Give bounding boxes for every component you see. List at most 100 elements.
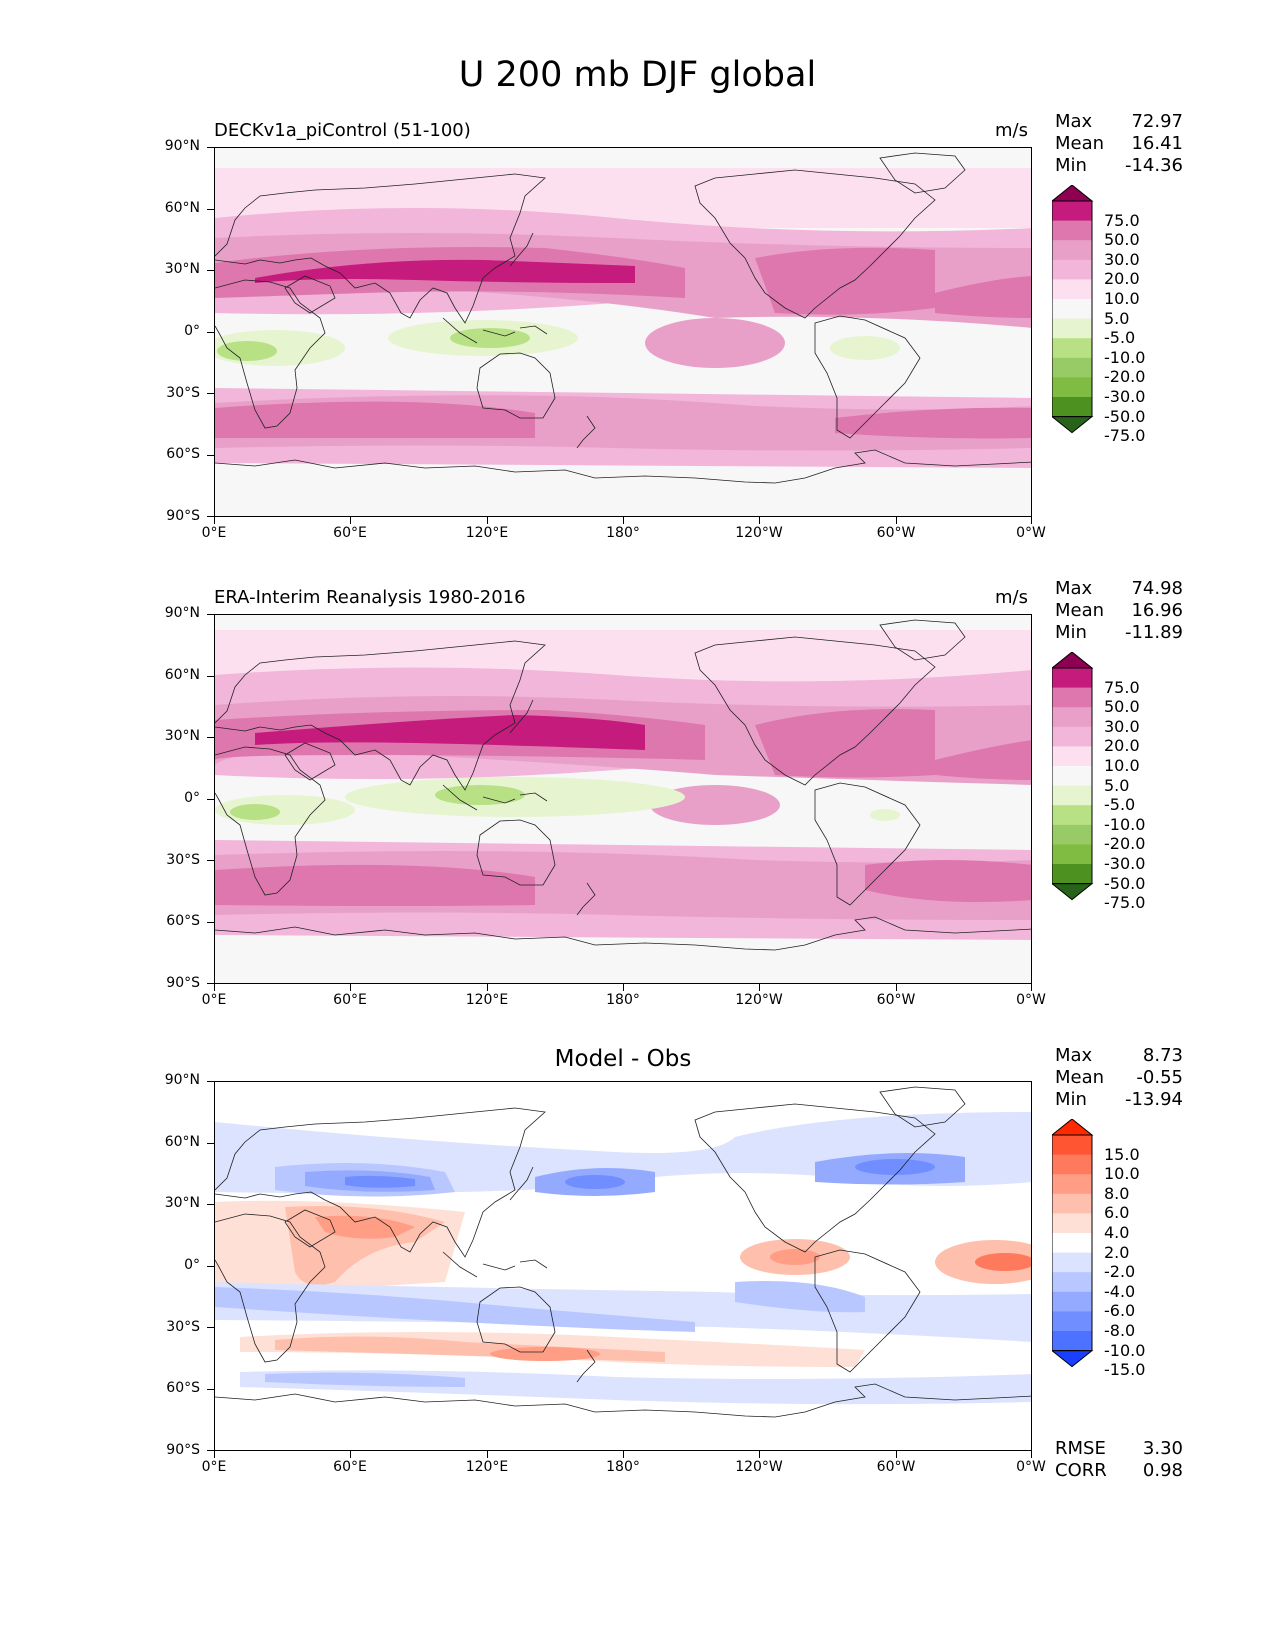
colorbar-tick-label: -15.0	[1104, 1360, 1146, 1380]
rmse-label: RMSE	[1055, 1438, 1106, 1459]
colorbar-tick-label: 10.0	[1104, 1164, 1140, 1184]
colorbar-segment	[1052, 707, 1092, 728]
x-tick-label: 60°W	[876, 1459, 916, 1475]
y-tick-mark	[207, 455, 214, 456]
panel-title: Model - Obs	[554, 1046, 692, 1072]
colorbar	[1052, 185, 1094, 434]
y-tick-mark	[207, 147, 214, 148]
stat-min-value: -11.89	[1124, 622, 1183, 643]
y-tick-label: 0°	[184, 790, 200, 806]
y-tick-label: 60°N	[164, 200, 200, 216]
y-tick-mark	[207, 1143, 214, 1144]
colorbar-tick-label: 5.0	[1104, 308, 1130, 328]
x-tick-mark	[350, 984, 351, 991]
colorbar-segment	[1052, 318, 1092, 339]
colorbar-frame	[1052, 200, 1093, 418]
colorbar-tick-label: 5.0	[1104, 775, 1130, 795]
panel-model: DECKv1a_piControl (51-100) m/s 90°N 60°N…	[0, 111, 1275, 580]
panel-diff: Model - Obs	[0, 1045, 1275, 1514]
colorbar-extend-bottom	[1052, 416, 1094, 434]
colorbar-segment	[1052, 824, 1092, 845]
x-tick-label: 60°E	[333, 525, 367, 541]
colorbar-segment	[1052, 746, 1092, 767]
map-plot[interactable]	[214, 1081, 1032, 1451]
stat-max-label: Max	[1055, 578, 1093, 599]
x-tick-label: 0°E	[201, 1459, 227, 1475]
x-tick-mark	[1031, 1451, 1032, 1458]
stat-min-label: Min	[1055, 622, 1087, 643]
stat-mean-value: 16.41	[1131, 133, 1183, 154]
colorbar-segment	[1052, 240, 1092, 261]
x-tick-mark	[759, 984, 760, 991]
map-plot[interactable]	[214, 147, 1032, 517]
figure-title: U 200 mb DJF global	[458, 55, 817, 95]
colorbar-segment	[1052, 397, 1092, 418]
x-tick-label: 120°E	[465, 992, 509, 1008]
x-tick-mark	[1031, 984, 1032, 991]
colorbar-segment	[1052, 357, 1092, 378]
colorbar-tick-label: -30.0	[1104, 387, 1146, 406]
colorbar-segment	[1052, 1291, 1092, 1312]
x-tick-label: 180°	[606, 1459, 640, 1475]
x-tick-mark	[487, 984, 488, 991]
colorbar-tick-label: -50.0	[1104, 406, 1146, 426]
colorbar-segment	[1052, 1252, 1092, 1273]
colorbar-tick-label: 20.0	[1104, 736, 1140, 756]
colorbar-frame	[1052, 667, 1093, 885]
y-tick-mark	[207, 1204, 214, 1205]
y-tick-label: 60°N	[164, 1134, 200, 1150]
stat-min-value: -14.36	[1124, 155, 1183, 176]
y-tick-mark	[207, 516, 214, 517]
colorbar-segment	[1052, 1193, 1092, 1214]
x-tick-mark	[214, 1451, 215, 1458]
colorbar	[1052, 1119, 1094, 1368]
x-tick-label: 0°W	[1016, 992, 1046, 1008]
stat-max-label: Max	[1055, 1045, 1093, 1066]
y-tick-label: 30°S	[166, 385, 200, 401]
colorbar-frame	[1052, 1134, 1093, 1352]
y-tick-label: 30°N	[164, 728, 200, 744]
colorbar-segment	[1052, 1154, 1092, 1175]
y-tick-label: 90°S	[166, 975, 200, 991]
colorbar-tick-label: -10.0	[1104, 814, 1146, 834]
x-tick-mark	[350, 1451, 351, 1458]
y-tick-label: 30°S	[166, 1319, 200, 1335]
y-tick-label: 90°N	[164, 138, 200, 154]
colorbar-segment	[1052, 726, 1092, 747]
x-tick-mark	[214, 984, 215, 991]
corr-label: CORR	[1055, 1460, 1107, 1481]
x-tick-label: 60°W	[876, 525, 916, 541]
y-tick-mark	[207, 1266, 214, 1267]
y-tick-mark	[207, 860, 214, 861]
colorbar-extend-bottom	[1052, 1350, 1094, 1368]
colorbar-tick-label: -20.0	[1104, 834, 1146, 854]
units-label: m/s	[995, 120, 1028, 141]
colorbar-tick-label: 30.0	[1104, 249, 1140, 269]
y-tick-mark	[207, 922, 214, 923]
x-tick-mark	[214, 517, 215, 524]
colorbar-tick-label: -10.0	[1104, 1340, 1146, 1360]
stats-block: Max 72.97 Mean 16.41 Min -14.36	[1055, 111, 1183, 177]
colorbar-segment	[1052, 844, 1092, 865]
colorbar-tick-label: 75.0	[1104, 210, 1140, 230]
y-tick-label: 90°S	[166, 1442, 200, 1458]
colorbar-segment	[1052, 220, 1092, 241]
colorbar-tick-label: -4.0	[1104, 1281, 1136, 1301]
stat-mean-value: -0.55	[1136, 1067, 1183, 1088]
map-plot[interactable]	[214, 614, 1032, 984]
y-tick-mark	[207, 393, 214, 394]
y-tick-label: 90°S	[166, 508, 200, 524]
x-tick-mark	[759, 517, 760, 524]
y-tick-mark	[207, 332, 214, 333]
colorbar-segment	[1052, 1331, 1092, 1352]
units-label: m/s	[995, 587, 1028, 608]
y-tick-mark	[207, 1389, 214, 1390]
y-tick-label: 90°N	[164, 1072, 200, 1088]
stat-min-value: -13.94	[1124, 1089, 1183, 1110]
colorbar	[1052, 652, 1094, 901]
corr-row: CORR 0.98	[1055, 1460, 1183, 1481]
y-tick-label: 60°S	[166, 1380, 200, 1396]
x-tick-label: 120°E	[465, 525, 509, 541]
colorbar-tick-label: 20.0	[1104, 269, 1140, 289]
colorbar-tick-label: -6.0	[1104, 1301, 1136, 1321]
